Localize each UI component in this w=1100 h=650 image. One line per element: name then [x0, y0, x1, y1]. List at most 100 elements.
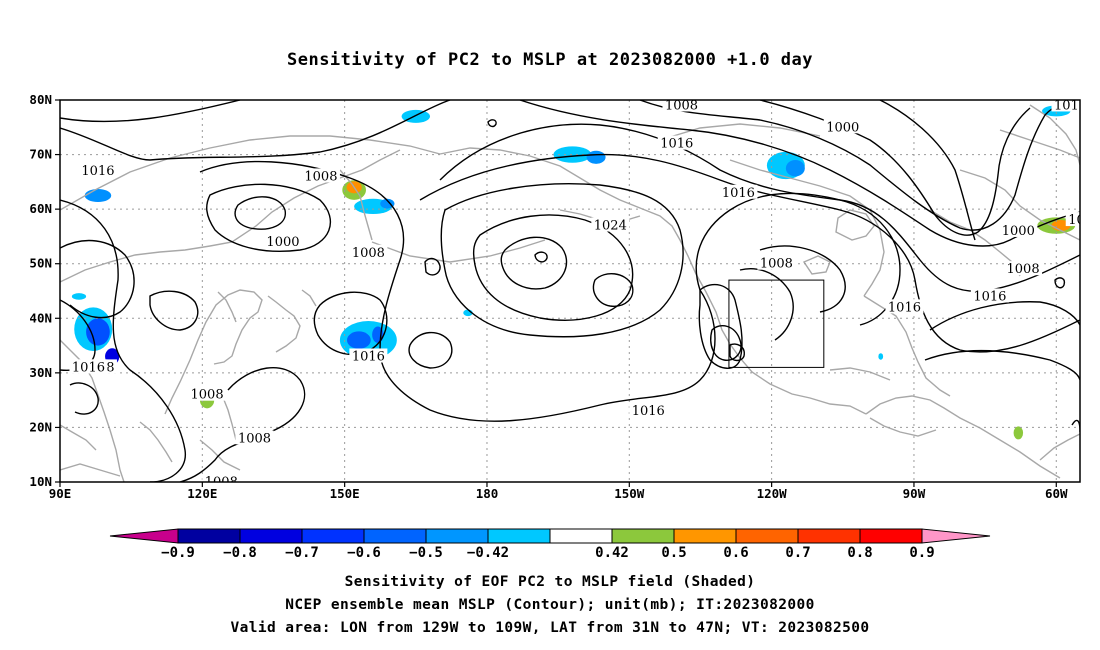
colorbar-box	[611, 528, 675, 544]
contour-label-bg	[823, 119, 862, 134]
contour-label: 1016	[973, 289, 1006, 304]
contour-label: 1008	[205, 475, 238, 490]
colorbar-label: −0.7	[285, 545, 319, 561]
sensitivity-patch	[84, 188, 112, 203]
contour-label-bg	[78, 162, 117, 177]
contour-label-bg	[657, 135, 696, 150]
contour-label-bg	[591, 217, 630, 232]
contour-label: 1008	[665, 98, 698, 113]
contour-label: 1008	[760, 257, 793, 272]
lat-tick-label: 10N	[29, 474, 52, 489]
sensitivity-patch	[1013, 426, 1024, 440]
contour-label-bg	[719, 184, 758, 199]
contour-label-bg	[629, 403, 668, 418]
colorbar-label: 0.7	[785, 545, 810, 561]
sensitivity-patch	[586, 150, 606, 164]
contour-label: 1000	[826, 120, 859, 135]
sensitivity-patch	[785, 160, 805, 177]
lat-tick-label: 80N	[29, 92, 52, 107]
contour-label: 1016	[81, 164, 114, 179]
contour-label: 1008	[238, 431, 271, 446]
colorbar: −0.9 −0.8 −0.7 −0.6 −0.5 −0.42 0.42 0.5 0.6 0.7 0.…	[109, 528, 991, 561]
caption-valid-area: Valid area: LON from 129W to 109W, LAT f…	[230, 620, 870, 636]
contour-label-bg	[301, 168, 340, 183]
lon-tick-label: 150E	[330, 486, 360, 501]
coastlines	[60, 104, 1080, 482]
chart-title: Sensitivity of PC2 to MSLP at 2023082000…	[286, 50, 813, 70]
lat-tick-label: 60N	[29, 201, 52, 216]
contour-label-bg	[885, 299, 924, 314]
contour-label-bg	[235, 430, 274, 445]
contour-label: 1016	[352, 349, 385, 364]
lat-tick-label: 40N	[29, 310, 52, 325]
contour-label-bg	[1004, 261, 1043, 276]
contour-label-bg	[263, 233, 302, 248]
contour-label: 1016	[72, 360, 105, 375]
contour-label: 1000	[266, 235, 299, 250]
map-frame	[59, 99, 1081, 483]
contour-label: 1016	[888, 300, 921, 315]
lon-tick-label: 120E	[187, 486, 217, 501]
colorbar-label: 0.42	[595, 545, 629, 561]
caption-shaded-field: Sensitivity of EOF PC2 to MSLP field (Sh…	[344, 574, 756, 590]
colorbar-right-arrow	[921, 528, 991, 544]
contour-label: 1024	[1068, 213, 1100, 228]
contour-label-bg	[188, 386, 227, 401]
lon-tick-label: 90E	[49, 486, 72, 501]
lat-tick-label: 30N	[29, 365, 52, 380]
colorbar-label: 0.8	[847, 545, 872, 561]
colorbar-box	[797, 528, 861, 544]
lon-tick-label: 180	[476, 486, 499, 501]
colorbar-box	[177, 528, 241, 544]
contour-label: 1016	[660, 137, 693, 152]
lat-tick-label: 70N	[29, 147, 52, 162]
caption-contour-field: NCEP ensemble mean MSLP (Contour); unit(…	[285, 597, 815, 613]
sensitivity-patch	[878, 353, 884, 360]
colorbar-label: −0.5	[409, 545, 443, 561]
lon-tick-label: 90W	[903, 486, 926, 501]
sensitivity-patch	[1087, 361, 1100, 374]
colorbar-label: 0.9	[909, 545, 934, 561]
colorbar-box	[487, 528, 551, 544]
sensitivity-patch	[71, 293, 87, 300]
colorbar-label: −0.9	[161, 545, 195, 561]
contour-label: 1024	[594, 219, 627, 234]
contour-label-bg	[999, 222, 1038, 237]
contour-label-bg	[1065, 212, 1080, 227]
sensitivity-patch	[380, 198, 395, 209]
colorbar-box	[549, 528, 613, 544]
contour-label: 1008	[191, 388, 224, 403]
lon-tick-label: 120W	[757, 486, 788, 501]
colorbar-label: −0.42	[467, 545, 509, 561]
colorbar-label: −0.8	[223, 545, 257, 561]
contour-label: 1008	[304, 169, 337, 184]
contour-label: 1016	[1054, 98, 1087, 113]
contour-label-bg	[349, 244, 388, 259]
contour-label: 1000	[1002, 224, 1035, 239]
lat-lon-grid	[60, 100, 1080, 482]
contour-label-bg	[202, 474, 241, 482]
lat-tick-label: 20N	[29, 419, 52, 434]
contour-label: 1008	[352, 246, 385, 261]
contour-label-bg	[349, 348, 388, 363]
colorbar-box	[425, 528, 489, 544]
colorbar-label: 0.6	[723, 545, 748, 561]
contour-label-bg	[69, 359, 108, 374]
contour-label-bg	[662, 100, 701, 112]
contour-labels: 1008100810161008100810161016100810001008…	[69, 98, 1100, 490]
colorbar-box	[363, 528, 427, 544]
lon-tick-label: 150W	[614, 486, 645, 501]
colorbar-label: 0.5	[661, 545, 686, 561]
colorbar-box	[239, 528, 303, 544]
contour-label-bg	[970, 288, 1009, 303]
lat-tick-label: 50N	[29, 256, 52, 271]
valid-area-box	[728, 279, 825, 368]
colorbar-box	[301, 528, 365, 544]
sensitivity-patch	[1085, 171, 1100, 193]
colorbar-box	[673, 528, 737, 544]
lon-tick-label: 60W	[1045, 486, 1068, 501]
sensitivity-patch	[347, 331, 371, 349]
contour-label: 1008	[1007, 262, 1040, 277]
